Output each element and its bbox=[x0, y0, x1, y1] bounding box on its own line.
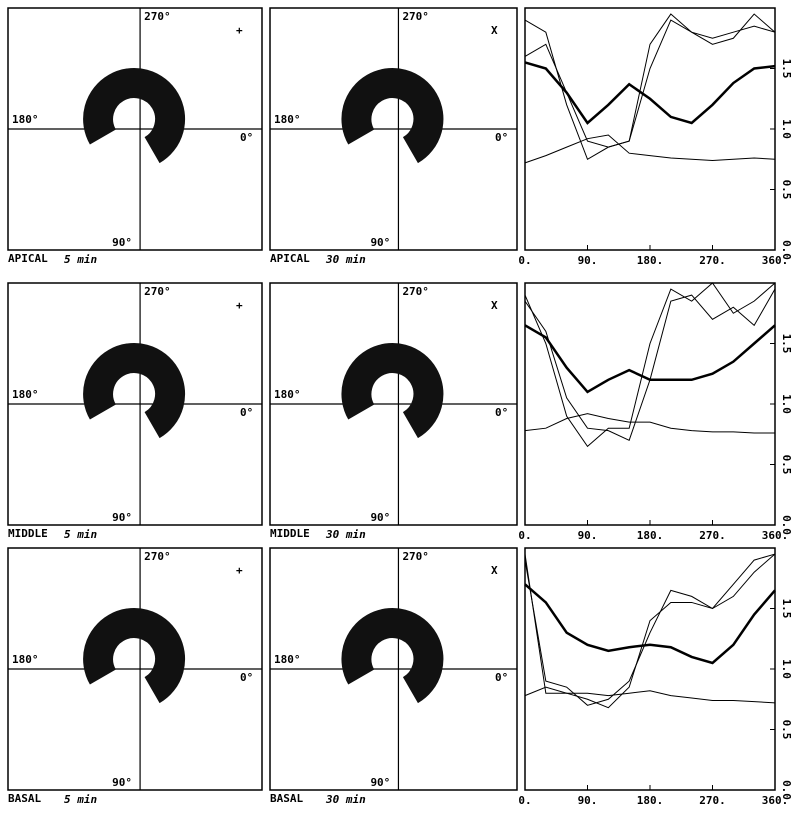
angle-label: 270° bbox=[144, 10, 171, 23]
angle-label: 90° bbox=[112, 236, 132, 249]
series-line bbox=[524, 61, 776, 125]
angle-label: 0° bbox=[240, 671, 253, 684]
angle-label: 0° bbox=[240, 406, 253, 419]
x-tick-label: 270. bbox=[699, 794, 726, 807]
series-line bbox=[524, 282, 776, 448]
time-label: 5 min bbox=[64, 528, 97, 541]
series-line bbox=[524, 13, 776, 160]
angle-label: 180° bbox=[274, 388, 301, 401]
angle-label: 270° bbox=[402, 550, 429, 563]
defect-region bbox=[83, 343, 186, 439]
series-line bbox=[524, 553, 776, 709]
angle-label: 90° bbox=[370, 776, 390, 789]
x-tick-label: 0. bbox=[518, 529, 531, 542]
marker: + bbox=[236, 299, 243, 312]
region-label: MIDDLE bbox=[8, 527, 48, 540]
series-line bbox=[524, 288, 776, 441]
x-tick-label: 0. bbox=[518, 794, 531, 807]
angle-label: 0° bbox=[240, 131, 253, 144]
series-line bbox=[524, 553, 776, 706]
angle-label: 0° bbox=[495, 131, 508, 144]
x-tick-label: 270. bbox=[699, 254, 726, 267]
x-tick-label: 360. bbox=[762, 794, 789, 807]
angle-label: 0° bbox=[495, 671, 508, 684]
y-tick-label: 0.5 bbox=[780, 455, 793, 475]
region-label: APICAL bbox=[8, 252, 48, 265]
x-tick-label: 90. bbox=[578, 254, 598, 267]
region-label: BASAL bbox=[8, 792, 41, 805]
angle-label: 180° bbox=[274, 113, 301, 126]
x-tick-label: 180. bbox=[637, 794, 664, 807]
y-tick-label: 1.0 bbox=[780, 119, 793, 139]
angle-label: 0° bbox=[495, 406, 508, 419]
series-line bbox=[524, 134, 776, 164]
defect-region bbox=[83, 608, 186, 704]
y-tick-label: 0.5 bbox=[780, 180, 793, 200]
y-tick-label: 1.5 bbox=[780, 334, 793, 354]
series-line bbox=[524, 686, 776, 704]
marker: X bbox=[491, 564, 498, 577]
y-tick-label: 0.5 bbox=[780, 720, 793, 740]
time-label: 30 min bbox=[325, 793, 366, 806]
plot-frame bbox=[524, 547, 776, 791]
marker: X bbox=[491, 24, 498, 37]
marker: + bbox=[236, 24, 243, 37]
series-line bbox=[524, 583, 776, 665]
y-tick-label: 1.5 bbox=[780, 599, 793, 619]
y-tick-label: 1.5 bbox=[780, 59, 793, 79]
region-label: MIDDLE bbox=[270, 527, 310, 540]
defect-region bbox=[341, 608, 444, 704]
angle-label: 180° bbox=[12, 653, 39, 666]
y-tick-label: 0.0 bbox=[780, 240, 793, 260]
x-tick-label: 0. bbox=[518, 254, 531, 267]
plot-frame bbox=[524, 282, 776, 526]
time-label: 5 min bbox=[64, 253, 97, 266]
y-tick-label: 0.0 bbox=[780, 780, 793, 800]
region-label: BASAL bbox=[270, 792, 303, 805]
y-tick-label: 1.0 bbox=[780, 659, 793, 679]
x-tick-label: 270. bbox=[699, 529, 726, 542]
series-line bbox=[524, 413, 775, 434]
x-tick-label: 360. bbox=[762, 529, 789, 542]
time-label: 30 min bbox=[325, 253, 366, 266]
angle-label: 180° bbox=[12, 113, 39, 126]
angle-label: 270° bbox=[144, 285, 171, 298]
series-line bbox=[524, 19, 776, 148]
angle-label: 270° bbox=[144, 550, 171, 563]
x-tick-label: 360. bbox=[762, 254, 789, 267]
defect-region bbox=[341, 343, 444, 439]
marker: + bbox=[236, 564, 243, 577]
x-tick-label: 90. bbox=[578, 529, 598, 542]
marker: X bbox=[491, 299, 498, 312]
x-tick-label: 180. bbox=[637, 254, 664, 267]
defect-region bbox=[83, 68, 186, 164]
angle-label: 270° bbox=[402, 285, 429, 298]
angle-label: 180° bbox=[12, 388, 39, 401]
y-tick-label: 0.0 bbox=[780, 515, 793, 535]
defect-region bbox=[341, 68, 444, 164]
y-tick-label: 1.0 bbox=[780, 394, 793, 414]
angle-label: 90° bbox=[370, 511, 390, 524]
x-tick-label: 90. bbox=[578, 794, 598, 807]
time-label: 30 min bbox=[325, 528, 366, 541]
angle-label: 270° bbox=[402, 10, 429, 23]
series-line bbox=[524, 324, 776, 394]
angle-label: 90° bbox=[112, 776, 132, 789]
angle-label: 180° bbox=[274, 653, 301, 666]
x-tick-label: 180. bbox=[637, 529, 664, 542]
time-label: 5 min bbox=[64, 793, 97, 806]
angle-label: 90° bbox=[112, 511, 132, 524]
region-label: APICAL bbox=[270, 252, 310, 265]
angle-label: 90° bbox=[370, 236, 390, 249]
